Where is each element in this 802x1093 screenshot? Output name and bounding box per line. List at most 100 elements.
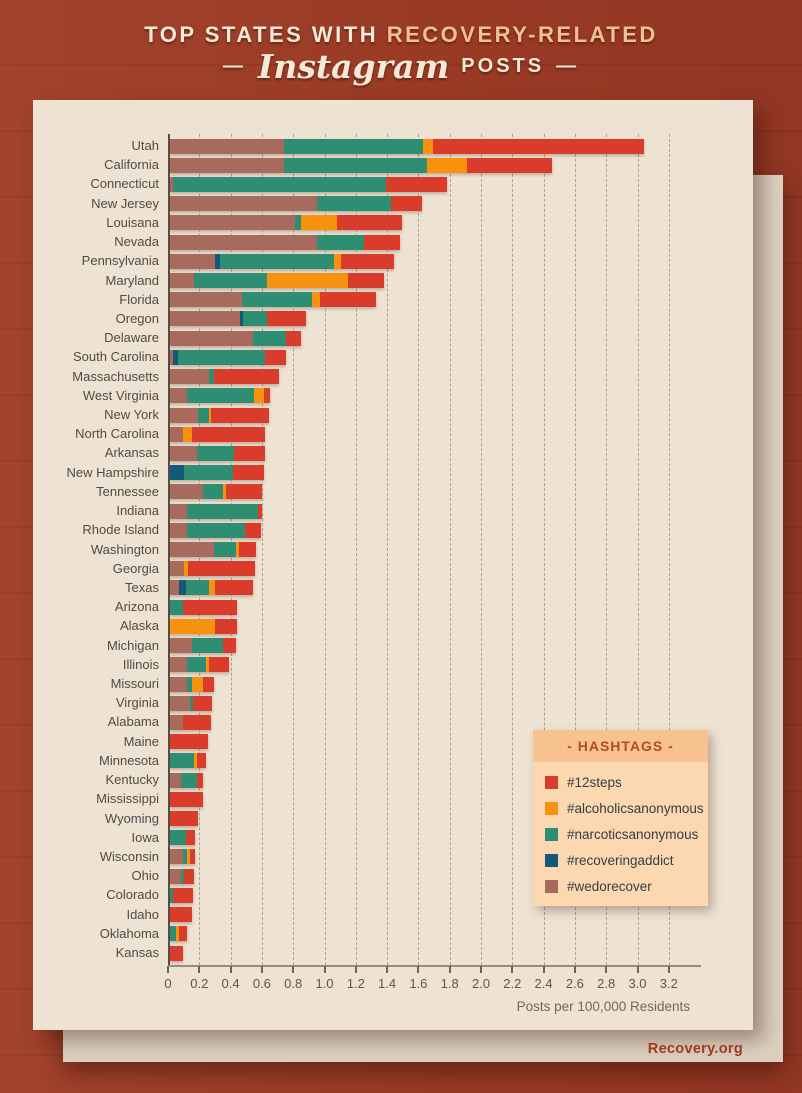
x-tick-label: 1.2 (346, 976, 365, 991)
bar-segment-alcoholicsanonymous (170, 618, 216, 634)
gridline (512, 134, 514, 965)
gridline (293, 134, 295, 965)
state-label: Arkansas (104, 445, 159, 461)
x-tick-mark (260, 966, 263, 973)
bar-segment-12steps (187, 561, 256, 577)
x-tick-label: 0.4 (221, 976, 240, 991)
bar-row (170, 503, 263, 519)
legend-item: #alcoholicsanonymous (545, 795, 708, 821)
state-label: New York (104, 407, 159, 422)
x-axis-title: Posts per 100,000 Residents (516, 999, 690, 1014)
bar-row (170, 196, 422, 212)
bar-segment-wedorecover (170, 426, 183, 442)
title-dash-left: — (222, 55, 246, 77)
x-tick-mark (542, 966, 545, 973)
bar-segment-alcoholicsanonymous (184, 561, 188, 577)
bar-segment-wedorecover (170, 369, 210, 385)
state-label: Indiana (116, 503, 159, 519)
bar-segment-alcoholicsanonymous (254, 388, 264, 404)
bar-row (170, 561, 256, 577)
legend-swatch (545, 827, 558, 841)
legend-swatch (545, 775, 558, 789)
source-attribution: Recovery.org (647, 1041, 743, 1057)
bar-segment-narcoticsanonymous (196, 445, 235, 461)
bar-segment-wedorecover (170, 522, 188, 538)
state-label: Arizona (114, 599, 159, 615)
bar-segment-12steps (348, 273, 385, 288)
bar-segment-wedorecover (170, 234, 318, 250)
bar-segment-narcoticsanonymous (185, 580, 210, 596)
bar-row (170, 253, 394, 269)
bar-segment-narcoticsanonymous (181, 772, 197, 788)
x-tick-label: 1.4 (378, 976, 397, 991)
bar-segment-narcoticsanonymous (190, 695, 194, 711)
bar-row (170, 484, 263, 500)
bar-segment-12steps (170, 907, 192, 923)
bar-segment-wedorecover (170, 849, 183, 865)
bar-segment-12steps (285, 330, 302, 346)
bar-segment-12steps (170, 791, 203, 807)
bar-segment-wedorecover (170, 714, 183, 730)
legend-items: #12steps #alcoholicsanonymous #narcoticsan… (533, 762, 708, 899)
bar-segment-narcoticsanonymous (187, 388, 255, 404)
bar-segment-12steps (182, 714, 211, 730)
bar-segment-12steps (196, 772, 203, 788)
bar-row (170, 830, 196, 846)
bar-segment-12steps (385, 176, 447, 192)
state-label: New Jersey (91, 195, 159, 211)
bar-row (170, 618, 238, 634)
bar-row (170, 465, 264, 481)
bar-segment-alcoholicsanonymous (193, 753, 197, 769)
bar-segment-wedorecover (170, 292, 242, 308)
state-label: Pennsylvania (81, 253, 159, 269)
state-label: Michigan (106, 637, 159, 653)
state-label: Oregon (115, 310, 159, 326)
bar-segment-narcoticsanonymous (181, 868, 185, 884)
bar-segment-narcoticsanonymous (193, 273, 268, 288)
bar-segment-narcoticsanonymous (187, 503, 258, 519)
title-posts: POSTS (461, 55, 545, 77)
state-label: Texas (125, 579, 159, 595)
bar-segment-narcoticsanonymous (295, 215, 302, 231)
bar-segment-narcoticsanonymous (252, 330, 286, 346)
bar-segment-alcoholicsanonymous (423, 138, 433, 154)
x-tick-label: 3.2 (659, 976, 678, 991)
bar-segment-12steps (193, 695, 213, 711)
bar-segment-12steps (202, 676, 214, 692)
bar-segment-narcoticsanonymous (202, 484, 224, 500)
state-label: Iowa (131, 829, 159, 845)
bar-segment-wedorecover (170, 138, 285, 154)
bar-segment-narcoticsanonymous (317, 196, 391, 212)
x-tick-mark (386, 966, 389, 973)
bar-segment-recoveringaddict (179, 580, 186, 596)
bar-row (170, 599, 238, 615)
bar-row (170, 849, 195, 865)
bar-segment-narcoticsanonymous (220, 253, 335, 269)
legend-item: #12steps (545, 769, 708, 795)
bar-segment-narcoticsanonymous (177, 349, 266, 365)
bar-segment-narcoticsanonymous (213, 542, 236, 557)
bar-segment-narcoticsanonymous (170, 599, 183, 615)
bar-segment-narcoticsanonymous (317, 234, 364, 250)
x-tick-label: 2.8 (597, 976, 616, 991)
bar-row (170, 811, 199, 826)
bar-segment-narcoticsanonymous (198, 407, 210, 423)
bar-row (170, 407, 269, 423)
bar-segment-wedorecover (170, 407, 199, 423)
bar-segment-narcoticsanonymous (173, 176, 386, 192)
x-tick-label: 2.0 (471, 976, 491, 991)
bar-row (170, 311, 307, 327)
state-label: Massachusetts (72, 368, 159, 384)
bar-segment-12steps (210, 407, 269, 423)
state-label: Maine (123, 733, 159, 749)
state-label: Rhode Island (82, 522, 159, 538)
bar-segment-12steps (170, 945, 183, 961)
bar-segment-narcoticsanonymous (182, 849, 188, 865)
state-label: Louisana (106, 214, 159, 230)
bar-segment-12steps (215, 618, 238, 634)
bar-segment-12steps (215, 580, 254, 596)
bar-segment-wedorecover (170, 580, 180, 596)
bar-row (170, 292, 377, 308)
bar-segment-12steps (179, 926, 188, 942)
